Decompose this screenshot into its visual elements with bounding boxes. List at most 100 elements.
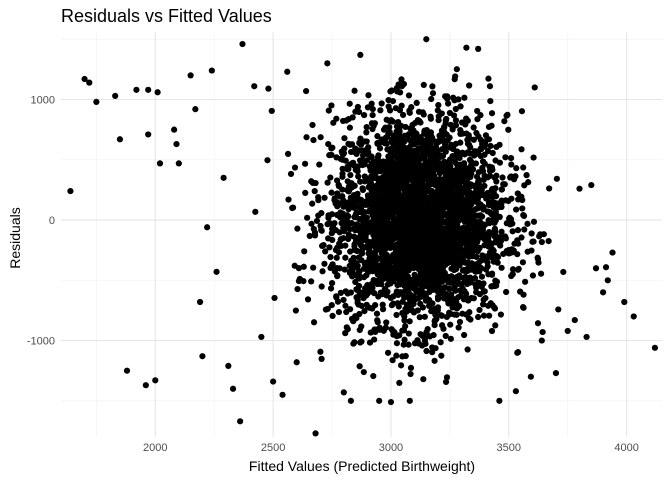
data-point	[621, 298, 628, 306]
data-point	[390, 274, 397, 281]
data-point	[476, 244, 483, 251]
data-point	[536, 233, 543, 240]
data-point	[487, 142, 494, 150]
data-point	[525, 179, 532, 186]
data-point	[376, 276, 383, 283]
data-point	[424, 136, 431, 143]
data-point	[300, 263, 307, 270]
data-point	[81, 75, 88, 83]
data-point	[317, 222, 324, 230]
data-point	[447, 197, 454, 204]
data-point	[514, 266, 522, 273]
data-point	[478, 229, 485, 237]
data-point	[417, 300, 424, 307]
data-point	[443, 259, 450, 266]
data-point	[486, 83, 494, 90]
data-point	[406, 168, 413, 175]
data-point	[386, 172, 393, 180]
data-point	[357, 135, 364, 142]
data-point	[285, 196, 292, 203]
data-point	[345, 140, 352, 147]
data-point	[429, 344, 436, 351]
data-point	[427, 131, 434, 138]
data-point	[363, 259, 371, 266]
data-point	[545, 238, 552, 245]
data-point	[457, 167, 465, 174]
data-point	[413, 139, 420, 146]
data-point	[355, 173, 362, 180]
data-point	[537, 270, 545, 277]
data-point	[491, 174, 498, 181]
data-point	[393, 288, 400, 295]
data-point	[423, 184, 430, 191]
data-point	[452, 238, 459, 246]
data-point	[468, 201, 475, 208]
data-point	[312, 430, 319, 437]
data-point	[473, 284, 480, 291]
data-point	[421, 337, 429, 344]
data-point	[498, 264, 505, 271]
data-point	[436, 170, 444, 177]
data-point	[171, 126, 178, 133]
data-point	[279, 391, 286, 398]
data-point	[375, 214, 382, 222]
data-point	[421, 313, 428, 320]
data-point	[313, 217, 321, 225]
data-point	[333, 254, 340, 261]
data-point	[258, 333, 265, 341]
data-point	[366, 226, 373, 233]
data-point	[428, 95, 435, 103]
data-point	[475, 45, 482, 52]
data-point	[340, 296, 347, 304]
data-point	[384, 349, 392, 356]
data-point	[294, 285, 301, 293]
data-point	[401, 282, 408, 290]
data-point	[339, 193, 346, 200]
data-point	[239, 40, 246, 48]
data-point	[379, 306, 387, 313]
data-point	[407, 221, 414, 228]
data-point	[424, 147, 431, 154]
data-point	[451, 158, 458, 166]
data-point	[473, 150, 480, 157]
data-point	[369, 197, 376, 205]
data-point	[378, 167, 386, 174]
data-point	[496, 397, 503, 404]
data-point	[420, 376, 427, 383]
data-point	[473, 129, 480, 137]
data-point	[431, 357, 438, 364]
data-point	[327, 253, 334, 261]
data-point	[436, 138, 443, 145]
data-point	[346, 269, 354, 277]
data-point	[480, 301, 487, 308]
data-point	[452, 122, 460, 129]
data-point	[325, 235, 332, 242]
data-point	[501, 181, 508, 188]
data-point	[368, 206, 375, 214]
data-point	[295, 277, 303, 285]
data-point	[393, 245, 400, 252]
data-point	[480, 288, 487, 295]
data-point	[380, 126, 388, 133]
data-point	[520, 304, 527, 311]
data-point	[455, 96, 462, 103]
data-point	[386, 107, 394, 114]
data-point	[429, 271, 436, 278]
data-point	[383, 240, 390, 248]
data-point	[339, 199, 346, 206]
data-point	[435, 284, 442, 291]
data-point	[406, 109, 413, 116]
data-point	[343, 308, 350, 316]
data-point	[395, 303, 402, 310]
data-point	[352, 108, 359, 115]
data-point	[440, 251, 448, 259]
data-point	[112, 92, 119, 99]
data-point	[480, 312, 488, 319]
data-point	[509, 228, 516, 235]
data-point	[324, 221, 331, 228]
data-point	[588, 181, 595, 189]
data-point	[413, 209, 420, 216]
data-point	[464, 346, 471, 353]
data-point	[435, 222, 442, 229]
data-point	[352, 166, 359, 173]
